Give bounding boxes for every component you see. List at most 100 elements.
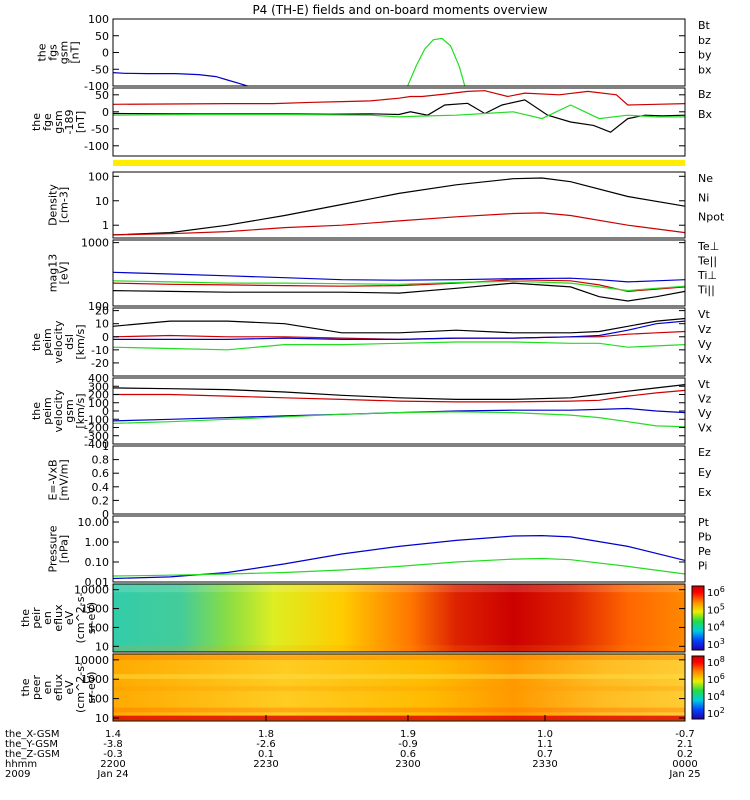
y-axis-label: en (41, 681, 54, 695)
x-row-value: 1.9 (400, 729, 416, 740)
legend-Vt: Vt (698, 308, 711, 321)
y-tick-label: -50 (91, 63, 109, 76)
series-line-black (112, 99, 686, 133)
y-axis-label: sr-eV) (85, 602, 98, 634)
legend-Vz: Vz (698, 323, 712, 336)
legend-Vy: Vy (698, 338, 712, 351)
y-axis-label: the (30, 402, 43, 420)
legend-Vz: Vz (698, 393, 712, 406)
x-row-value: -0.3 (103, 749, 123, 760)
y-tick-label: 300 (88, 380, 109, 393)
y-tick-label: 100 (88, 300, 109, 313)
y-axis-label: mag13 (47, 254, 60, 292)
panel-frame (112, 583, 686, 653)
y-tick-label: 10 (95, 712, 109, 725)
legend-Ti⊥: Ti⊥ (697, 269, 717, 282)
series-line-blue (112, 72, 248, 87)
y-tick-label: 0 (102, 331, 109, 344)
y-tick-label: 400 (88, 372, 109, 385)
legend-Vx: Vx (698, 353, 713, 366)
y-tick-label: -10 (91, 344, 109, 357)
y-axis-label: dsl (63, 334, 76, 350)
y-axis-label: [nT] (69, 41, 82, 63)
y-tick-label: -400 (84, 438, 109, 451)
y-tick-label: -20 (91, 357, 109, 370)
colorbar-tick-label: 108 (707, 655, 725, 669)
colorbar-tick-label: 106 (707, 672, 725, 686)
y-axis-label: [cm-3] (58, 187, 71, 223)
heatmap-band (113, 645, 685, 652)
x-row-label: the_Y-GSM (5, 739, 58, 750)
y-axis-label: gsm (58, 41, 71, 64)
y-axis-label: [mV/m] (58, 459, 71, 500)
heatmap-band (113, 715, 685, 721)
legend-Vx: Vx (698, 422, 713, 435)
y-tick-label: 200 (88, 389, 109, 402)
y-axis-label: peim (41, 328, 54, 356)
heatmap-image (113, 584, 685, 652)
y-axis-label: (cm^2-s- (74, 662, 87, 713)
y-tick-label: 50 (95, 89, 109, 102)
x-row-value: 2300 (395, 759, 420, 770)
legend-Ex: Ex (698, 486, 712, 499)
y-tick-label: 1.00 (85, 536, 110, 549)
x-row-value: 0.2 (677, 749, 693, 760)
heatmap-band (113, 584, 685, 593)
y-tick-label: 0 (102, 106, 109, 119)
y-axis-label: [km/s] (74, 393, 87, 428)
y-tick-label: 100 (88, 170, 109, 183)
legend-bz: bz (698, 34, 711, 47)
x-row-label: 2009 (5, 769, 30, 780)
x-row-value: 0.1 (258, 749, 274, 760)
colorbar-tick-label: 105 (707, 602, 725, 616)
x-row-value: -0.7 (675, 729, 695, 740)
x-row-value: 1.4 (105, 729, 121, 740)
y-axis-label: [km/s] (74, 324, 87, 359)
legend-Ez: Ez (698, 446, 711, 459)
y-axis-label: [nPa] (58, 535, 71, 563)
x-row-label: the_Z-GSM (5, 749, 60, 760)
y-tick-label: 100 (88, 13, 109, 26)
y-axis-label: eflux (52, 673, 65, 701)
series-line-blue (112, 271, 686, 283)
legend-Pb: Pb (698, 531, 712, 544)
y-axis-label: peer (30, 675, 43, 701)
y-axis-label: velocity (52, 320, 65, 363)
y-axis-label: gsm (63, 399, 76, 422)
y-axis-label: the (30, 333, 43, 351)
series-line-red (112, 212, 686, 236)
y-axis-label: E=-VxB (47, 459, 60, 500)
y-tick-label: 0.01 (85, 576, 110, 589)
y-axis-label: sr-eV) (85, 671, 98, 703)
x-row-value: -3.8 (103, 739, 123, 750)
series-line-red (112, 90, 686, 106)
y-axis-label: fgs (47, 44, 60, 61)
legend-Pt: Pt (698, 516, 710, 529)
y-tick-label: 100 (88, 397, 109, 410)
legend-Pi: Pi (698, 560, 707, 573)
y-tick-label: -300 (84, 430, 109, 443)
colorbar (691, 585, 705, 651)
y-axis-label: -189 (63, 110, 76, 135)
series-line-green (112, 341, 686, 351)
series-line-green (407, 37, 466, 87)
y-axis-label: the (30, 113, 43, 131)
series-line-black (112, 384, 686, 400)
x-row-value: 2200 (100, 759, 125, 770)
y-axis-label: (cm^2-s- (74, 593, 87, 644)
series-line-green (112, 411, 686, 428)
x-row-value: 0.7 (537, 749, 553, 760)
y-tick-label: -100 (84, 413, 109, 426)
heatmap-band (113, 674, 685, 679)
colorbar-tick-label: 104 (707, 689, 725, 703)
legend-Bt: Bt (698, 19, 711, 32)
x-row-value: 1.8 (258, 729, 274, 740)
x-row-value: 2330 (532, 759, 557, 770)
y-tick-label: 0.4 (92, 481, 110, 494)
x-row-label: the_X-GSM (5, 729, 59, 740)
x-axis-block: the_X-GSM 1.4 1.8 1.9 1.0 -0.7 the_Y-GSM -3.8 -2… (5, 715, 701, 780)
y-axis-label: peim (41, 397, 54, 425)
y-tick-label: 10.00 (78, 516, 110, 529)
y-axis-label: en (41, 611, 54, 625)
